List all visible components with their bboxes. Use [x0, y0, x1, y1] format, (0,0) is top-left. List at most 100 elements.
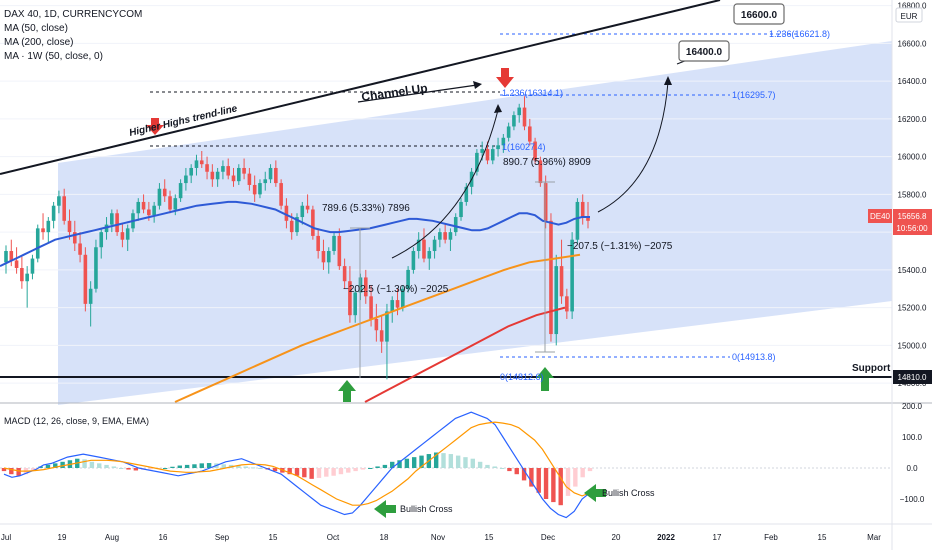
macd-histogram-bar — [126, 468, 131, 470]
price-tick-label: 16000.0 — [898, 153, 927, 162]
target-2-box[interactable] — [733, 3, 785, 25]
candle-body — [141, 201, 146, 210]
candle-body — [51, 205, 56, 221]
support-price-value: 14810.0 — [898, 373, 927, 382]
macd-axis[interactable]: 200.0 100.0 0.0 −100.0 — [900, 402, 925, 504]
ma50-line[interactable] — [0, 200, 590, 268]
candle-body — [326, 251, 331, 263]
candle-body — [475, 152, 479, 172]
time-tick-label: 20 — [612, 533, 621, 542]
candle-body — [78, 243, 82, 255]
candle-body — [189, 167, 193, 176]
price-tick-label: 16600.0 — [898, 39, 927, 48]
macd-pane — [0, 411, 892, 519]
macd-histogram-bar — [360, 468, 366, 470]
macd-histogram-bar — [1, 468, 7, 472]
macd-histogram-bar — [587, 468, 593, 472]
projection-arrowhead-1 — [494, 104, 502, 113]
time-axis[interactable]: Jul 19 Aug 16 Sep 15 Oct 18 Nov 15 Dec 20 2022 17 Feb 1… — [1, 533, 881, 542]
macd-histogram-bar — [543, 468, 549, 499]
candle-body — [522, 107, 527, 127]
candle-body — [237, 167, 241, 182]
candle-body — [194, 160, 199, 168]
candle-body — [9, 251, 14, 261]
macd-histogram-bar — [485, 464, 490, 468]
macd-histogram-bar — [199, 463, 204, 468]
candle-body — [4, 251, 8, 263]
candle-body — [263, 179, 268, 184]
left-arrow-icon — [374, 500, 396, 518]
candle-body — [316, 235, 320, 252]
price-axis[interactable]: 16800.0 16600.0 16400.0 16200.0 16000.0 15800… — [898, 2, 927, 388]
candle-body — [485, 149, 490, 161]
candle-body — [390, 300, 395, 312]
higher-highs-trend-line[interactable] — [0, 0, 721, 175]
price-tick-label: 15200.0 — [898, 304, 927, 313]
channel-arrowhead — [473, 81, 482, 89]
target-2-label: 16600.0 — [741, 10, 778, 21]
ma200-legend[interactable]: MA (200, close) — [4, 37, 74, 48]
fib-levels — [150, 33, 800, 358]
ma50-legend[interactable]: MA (50, close) — [4, 23, 68, 34]
ma1w-line[interactable] — [364, 306, 566, 403]
measure-up-label: 789.6 (5.33%) 7896 — [322, 203, 410, 214]
target-1-box[interactable] — [678, 40, 730, 62]
ma1w-legend[interactable]: MA · 1W (50, close, 0) — [4, 51, 103, 62]
candle-body — [401, 288, 405, 308]
candle-body — [443, 232, 447, 240]
currency-button[interactable] — [895, 7, 923, 23]
up-arrow-icon — [536, 367, 554, 391]
macd-histogram-bar — [419, 455, 424, 468]
macd-histogram-bar — [309, 468, 314, 479]
macd-histogram-bar — [375, 466, 380, 468]
macd-histogram-bar — [119, 468, 124, 469]
candle-body — [120, 232, 125, 240]
candle-body — [490, 149, 495, 161]
macd-histogram-bar — [455, 455, 461, 468]
candle-body — [353, 292, 357, 316]
candle-body — [348, 281, 352, 316]
price-tick-label: 15800.0 — [898, 190, 927, 199]
macd-histogram-bar — [16, 468, 21, 476]
candle-body — [215, 171, 220, 180]
projection-arrowhead-2 — [664, 76, 672, 85]
candle-body — [453, 217, 458, 233]
time-tick-label: 19 — [58, 533, 67, 542]
macd-histogram-bar — [514, 468, 519, 475]
countdown-value: 10:56:00 — [896, 224, 928, 233]
candle-body — [332, 235, 336, 252]
candle-body — [284, 205, 289, 221]
candle-body — [72, 232, 77, 244]
candle-body — [385, 311, 389, 342]
macd-histogram-bar — [272, 468, 278, 472]
macd-histogram-bar — [492, 466, 497, 468]
macd-histogram-bar — [397, 460, 402, 468]
candle-body — [321, 251, 326, 263]
macd-histogram-bar — [580, 468, 585, 478]
time-tick-label: 17 — [713, 533, 722, 542]
candle-body — [501, 137, 506, 146]
candle-body — [41, 228, 45, 233]
candle-body — [300, 205, 305, 218]
price-tick-label: 15000.0 — [898, 341, 927, 350]
macd-signal-line[interactable] — [3, 421, 591, 506]
macd-histogram-bar — [412, 457, 417, 468]
candle-body — [580, 201, 585, 218]
price-tick-label: 16200.0 — [898, 115, 927, 124]
macd-histogram-bar — [316, 468, 322, 478]
candle-body — [406, 269, 410, 289]
candle-body — [554, 266, 559, 335]
macd-histogram-bar — [433, 452, 439, 468]
measure-tools — [350, 181, 555, 378]
candle-body — [496, 145, 500, 150]
ma200-line[interactable] — [174, 253, 581, 403]
time-tick-label: 15 — [269, 533, 278, 542]
candle-body — [226, 166, 231, 176]
up-arrows — [338, 367, 554, 402]
candle-body — [205, 164, 209, 172]
candle-body — [35, 228, 40, 259]
candle-body — [25, 273, 29, 282]
candle-body — [411, 251, 416, 270]
candle-body — [252, 184, 257, 195]
candle-body — [379, 330, 384, 342]
